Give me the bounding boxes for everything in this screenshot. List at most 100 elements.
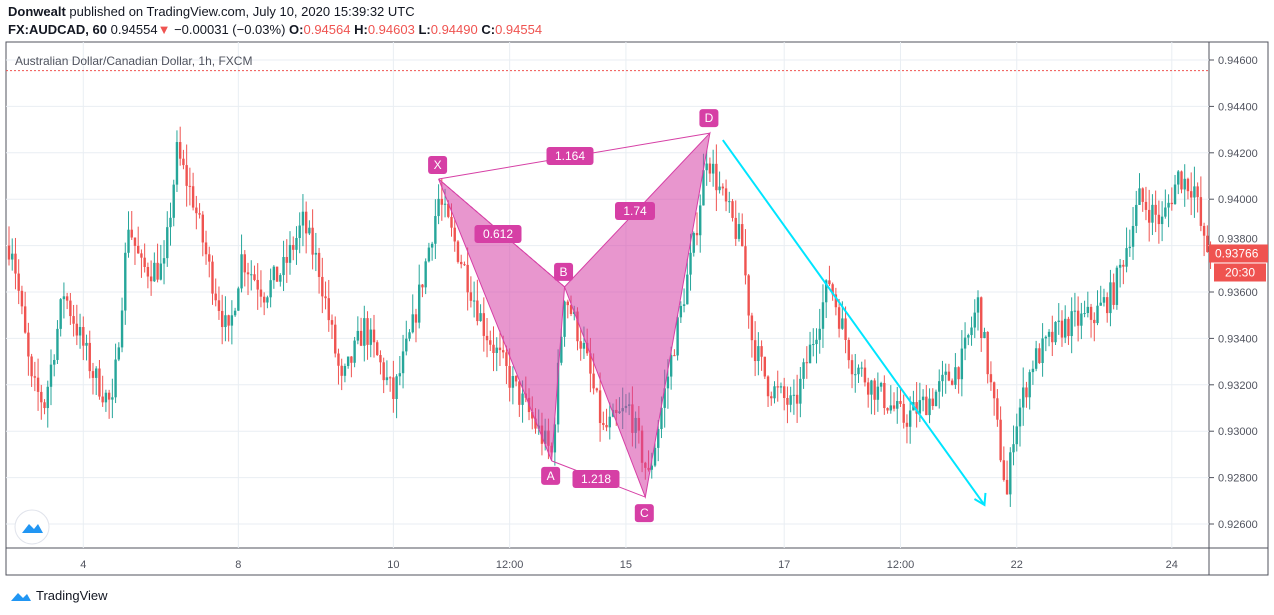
candle-body (133, 237, 137, 246)
candle-body (85, 342, 88, 346)
candle-body (334, 324, 337, 354)
candle-body (1034, 348, 1038, 369)
candle (695, 212, 699, 246)
projection-arrow (722, 139, 986, 506)
candle (566, 299, 569, 319)
candle-body (705, 163, 708, 171)
candle-body (818, 328, 821, 340)
candle-body (489, 340, 492, 345)
pattern-point-a: A (541, 466, 561, 485)
pattern-point-b-text: B (560, 265, 568, 279)
candle-body (298, 225, 301, 239)
candle (728, 191, 731, 213)
candle (715, 144, 718, 212)
candle-body (1028, 372, 1031, 398)
candle-body (799, 378, 802, 404)
candle-body (1041, 338, 1044, 364)
candle-body (324, 296, 327, 299)
candle-body (456, 241, 460, 262)
countdown-tag (1214, 263, 1266, 282)
candle-body (1151, 204, 1154, 223)
candle-body (521, 393, 524, 405)
candle-body (1173, 184, 1177, 205)
candle (140, 249, 143, 278)
x-tick-label: 24 (1166, 559, 1178, 571)
candle (20, 285, 24, 315)
candle-body (1073, 310, 1077, 312)
candle-body (921, 396, 925, 401)
candle-body (511, 376, 515, 388)
candle-body (279, 275, 282, 282)
candle (495, 337, 498, 372)
candle (1177, 170, 1180, 195)
candle-body (427, 247, 431, 262)
candle (243, 250, 246, 287)
candle-body (1089, 306, 1093, 320)
candle-body (734, 217, 737, 239)
candle-body (395, 376, 398, 399)
candle (62, 282, 66, 319)
candle (146, 262, 150, 289)
y-tick-label: 0.93000 (1218, 426, 1258, 438)
y-tick-label: 0.93800 (1218, 233, 1258, 245)
candle-body (779, 386, 783, 388)
symbol: FX:AUDCAD, 60 (8, 22, 107, 37)
candle-body (359, 330, 363, 346)
candle-body (883, 382, 886, 409)
candle (308, 220, 311, 236)
candle (1122, 260, 1125, 285)
candle-body (789, 395, 792, 405)
candle-body (162, 258, 166, 264)
candle-body (873, 380, 876, 400)
candle (395, 374, 398, 419)
candle (837, 298, 841, 338)
candle-body (469, 292, 473, 301)
candle (398, 355, 402, 386)
pattern-triangle-xab (438, 178, 566, 462)
candle (1115, 265, 1119, 310)
ratio-xb-bg (474, 225, 522, 243)
candle-body (711, 163, 715, 174)
candle (967, 333, 970, 346)
candle-body (1031, 368, 1035, 373)
candle (201, 211, 204, 257)
candle (301, 194, 305, 247)
candle-body (1186, 178, 1190, 192)
candle-body (747, 275, 750, 316)
candle (976, 290, 980, 331)
candle (95, 366, 98, 396)
candle-body (450, 216, 453, 228)
candle (414, 308, 418, 343)
candle-body (770, 396, 773, 399)
last-price-label: 0.93766 (1215, 246, 1259, 260)
tradingview-logo-icon (11, 592, 31, 601)
candle-body (363, 318, 366, 346)
candle (908, 396, 912, 444)
candle (1128, 229, 1132, 257)
candle-body (566, 301, 569, 306)
candle-body (928, 398, 931, 416)
candle (1106, 292, 1109, 323)
candle (346, 356, 350, 369)
candle-body (728, 201, 731, 203)
candle (514, 375, 518, 387)
candle-body (379, 355, 382, 363)
candle (127, 211, 130, 258)
candle-body (1118, 264, 1122, 268)
candle (1002, 446, 1006, 482)
candle-body (7, 245, 11, 260)
pattern-point-a-text: A (547, 469, 555, 483)
candle-body (107, 392, 111, 400)
candle-body (408, 332, 411, 339)
candle (1018, 398, 1022, 447)
candle (1009, 447, 1012, 507)
candle (783, 377, 786, 411)
author[interactable]: Donwealt (8, 4, 66, 19)
candle-body (689, 252, 692, 275)
candle-body (269, 280, 272, 298)
candle-body (1180, 171, 1183, 190)
candle (1170, 187, 1173, 211)
pattern-point-b-bg (554, 262, 574, 281)
candle-body (285, 256, 288, 263)
